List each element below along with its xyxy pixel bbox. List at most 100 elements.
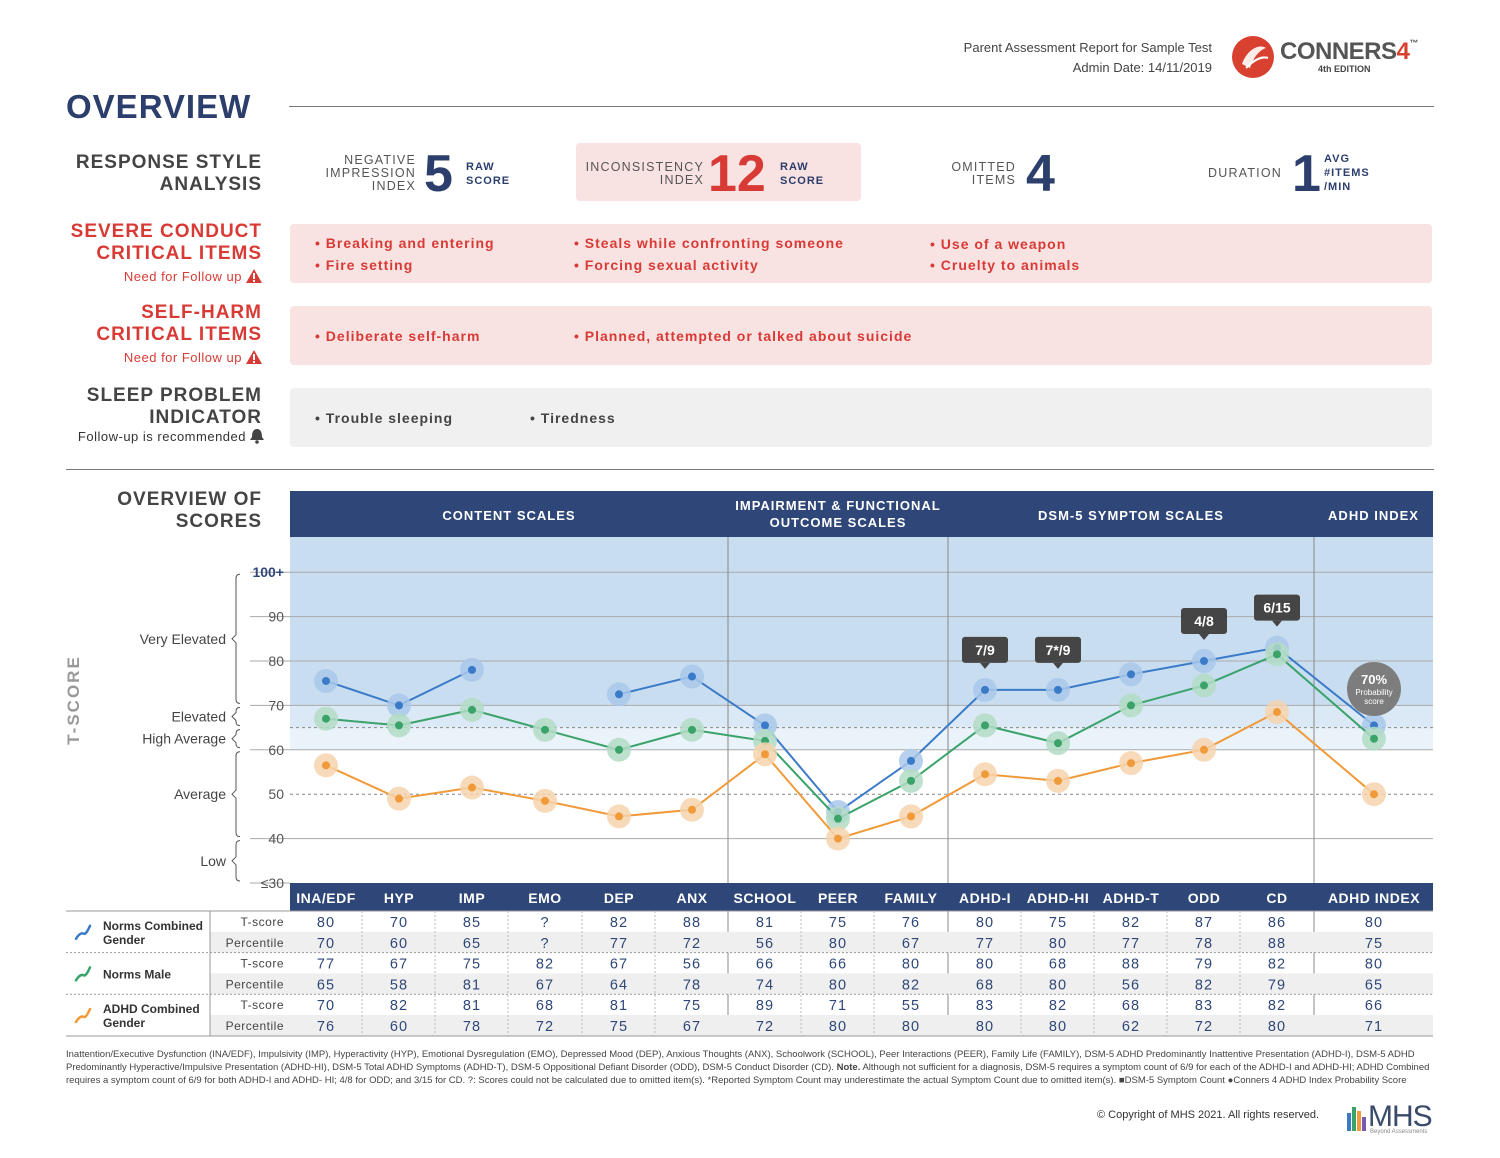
dur-unit-3: /MIN — [1324, 181, 1352, 193]
tscore-cell: 88 — [1122, 957, 1140, 973]
omitted-items-value: 4 — [1026, 145, 1055, 203]
category-label: ADHD-HI — [1027, 890, 1090, 906]
percentile-row-bg — [210, 1015, 1433, 1036]
tscore-cell: 80 — [976, 915, 994, 931]
tscore-cell: 67 — [390, 957, 408, 973]
symptom-count-bubble — [1254, 594, 1300, 621]
percentile-cell: 88 — [1268, 936, 1286, 952]
mhs-logo: MHS — [1368, 1100, 1433, 1133]
group-header-label: DSM-5 SYMPTOM SCALES — [1038, 508, 1224, 523]
mhs-tagline: Beyond Assessments — [1370, 1129, 1428, 1135]
percentile-cell: 82 — [1195, 977, 1213, 993]
data-point — [761, 721, 769, 730]
sleep-sub: Follow-up is recommended — [77, 429, 246, 444]
report-header-info: Parent Assessment Report for Sample Test… — [964, 38, 1212, 78]
category-label: SCHOOL — [734, 890, 797, 906]
data-point — [1273, 708, 1281, 717]
tscore-cell: 68 — [1049, 957, 1067, 973]
y-tick-label: 70 — [268, 697, 284, 713]
tscore-cell: 82 — [1049, 998, 1067, 1014]
y-tick-label: 100+ — [252, 564, 284, 580]
tscore-cell: 70 — [390, 915, 408, 931]
category-label: INA/EDF — [296, 890, 356, 906]
data-point — [688, 725, 696, 734]
band-brace — [231, 573, 241, 704]
duration-value: 1 — [1292, 145, 1321, 203]
data-point — [395, 794, 403, 803]
data-point — [981, 685, 989, 694]
percentile-cell: 82 — [902, 977, 920, 993]
percentile-cell: 80 — [976, 1019, 994, 1035]
tscore-cell: 82 — [1268, 957, 1286, 973]
symptom-count-label: 7*/9 — [1046, 642, 1071, 658]
self-harm-sub: Need for Follow up — [123, 350, 242, 365]
percentile-cell: 67 — [683, 1019, 701, 1035]
data-point — [1200, 657, 1208, 665]
tscore-cell: 81 — [610, 998, 628, 1014]
data-point — [1127, 701, 1135, 710]
percentile-cell: 71 — [1365, 1019, 1383, 1035]
neg-label-3: INDEX — [371, 179, 416, 193]
negative-impression-label: NEGATIVE IMPRESSION INDEX — [300, 154, 416, 193]
category-label: FAMILY — [884, 890, 937, 906]
band-label: Average — [174, 786, 226, 802]
y-tick-label: 80 — [268, 653, 284, 669]
tscore-cell: 88 — [683, 915, 701, 931]
percentile-cell: 60 — [390, 936, 408, 952]
tscore-cell: 86 — [1268, 915, 1286, 931]
tscore-cell: 80 — [1365, 915, 1383, 931]
y-tick-label: 90 — [268, 609, 284, 625]
tscore-label: T-score — [240, 915, 284, 929]
dur-unit-2: #ITEMS — [1324, 167, 1370, 179]
tscore-cell: 81 — [756, 915, 774, 931]
table-group-label: Norms Combined — [103, 919, 203, 933]
category-label: DEP — [604, 890, 634, 906]
tscore-cell: 82 — [1268, 998, 1286, 1014]
table-group-label: Gender — [103, 933, 145, 947]
footnote: Inattention/Executive Dysfunction (INA/E… — [66, 1048, 1436, 1087]
tscore-cell: 83 — [976, 998, 994, 1014]
percentile-cell: 80 — [1049, 977, 1067, 993]
data-point — [1054, 685, 1062, 694]
percentile-cell: 78 — [463, 1019, 481, 1035]
category-label: ADHD-I — [959, 890, 1011, 906]
band-brace — [231, 729, 241, 749]
critical-item: • Deliberate self-harm — [315, 328, 481, 344]
category-label: PEER — [818, 890, 858, 906]
omit-label-2: ITEMS — [971, 173, 1016, 187]
data-point — [1127, 670, 1135, 679]
critical-item: • Breaking and entering — [315, 235, 495, 251]
sleep-item: • Tiredness — [530, 410, 616, 426]
percentile-cell: 77 — [976, 936, 994, 952]
symptom-count-bubble — [962, 636, 1008, 663]
probability-label: Probability — [1355, 688, 1392, 697]
percentile-cell: 80 — [829, 1019, 847, 1035]
tscore-cell: 66 — [1365, 998, 1383, 1014]
logo-edition: 4th EDITION — [1318, 64, 1371, 74]
data-point — [615, 690, 623, 699]
tscore-cell: 82 — [536, 957, 554, 973]
symptom-count-pointer — [980, 662, 990, 669]
symptom-count-label: 4/8 — [1194, 613, 1214, 629]
probability-value: 70% — [1361, 672, 1387, 687]
tscore-cell: 79 — [1195, 957, 1213, 973]
data-point — [468, 783, 476, 792]
group-header-bar — [290, 491, 1433, 537]
self-harm-panel — [290, 306, 1432, 365]
percentile-cell: 80 — [829, 936, 847, 952]
warning-icon — [246, 269, 262, 283]
data-point — [907, 812, 915, 821]
tscore-cell: 80 — [317, 915, 335, 931]
omit-label-1: OMITTED — [951, 160, 1016, 174]
tscore-label: T-score — [240, 998, 284, 1012]
bell-icon — [250, 429, 264, 444]
inconsistency-label: INCONSISTENCY INDEX — [580, 161, 704, 187]
tscore-cell: 83 — [1195, 998, 1213, 1014]
percentile-cell: 78 — [683, 977, 701, 993]
percentile-cell: 72 — [756, 1019, 774, 1035]
category-label: CD — [1266, 890, 1287, 906]
data-point — [834, 814, 842, 823]
data-point — [981, 721, 989, 730]
percentile-cell: 79 — [1268, 977, 1286, 993]
band-label: Elevated — [172, 709, 226, 725]
